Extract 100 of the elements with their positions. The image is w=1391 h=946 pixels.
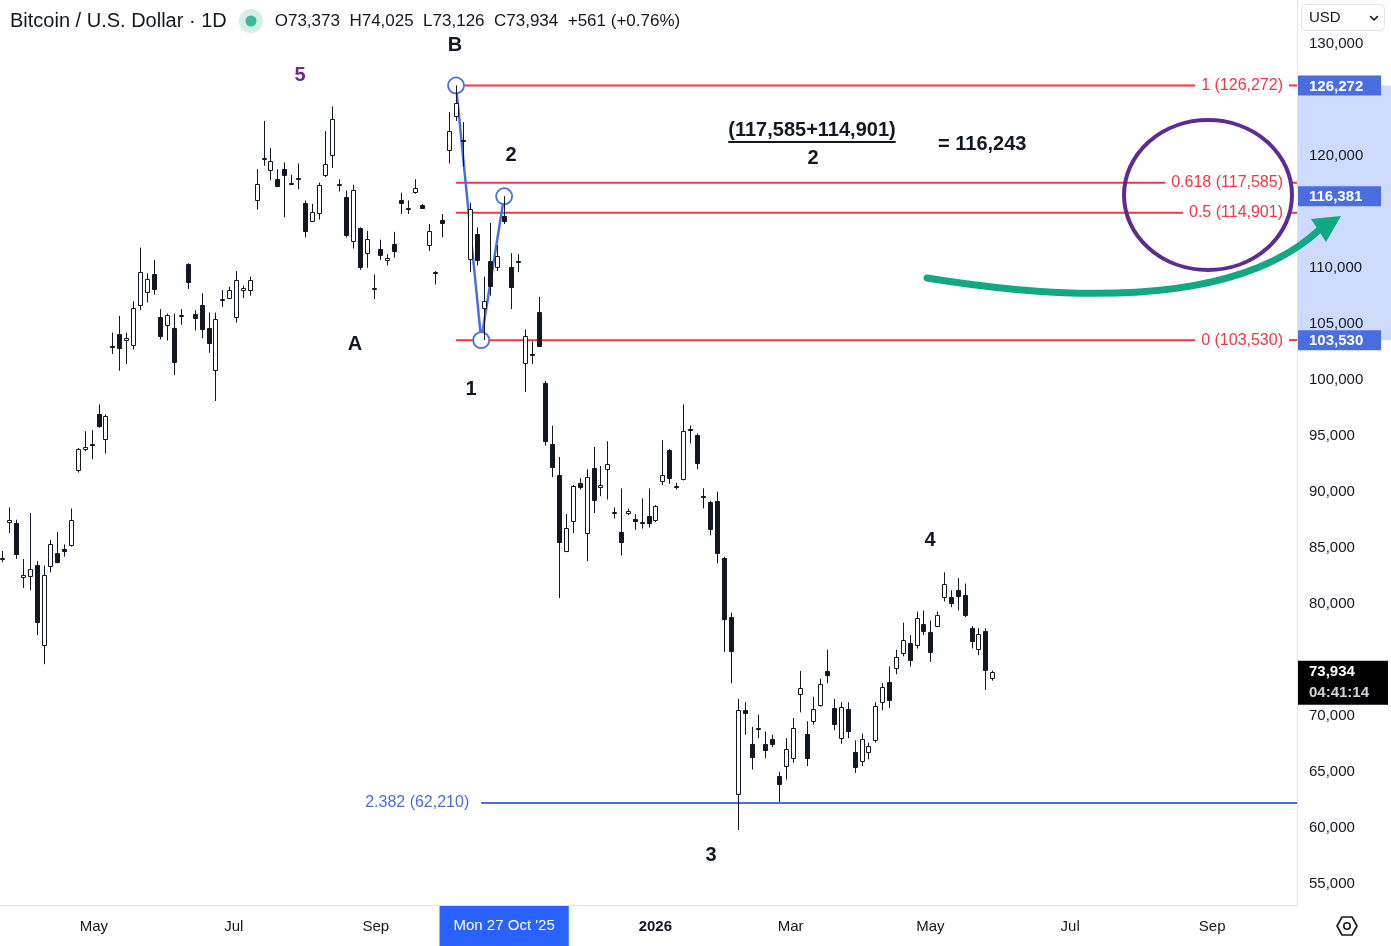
candlestick (0, 550, 5, 563)
candlestick (791, 717, 796, 764)
candlestick (537, 296, 542, 347)
candlestick (660, 439, 665, 486)
ref-line-label: 2.382 (62,210) (365, 793, 470, 811)
candlestick (7, 506, 12, 534)
candlestick (372, 273, 377, 300)
candlestick (117, 315, 122, 372)
y-tick-label: 60,000 (1309, 817, 1355, 835)
candlestick (832, 698, 837, 731)
x-tick-label: Jul (1060, 917, 1080, 935)
candlestick (805, 720, 810, 767)
candlestick (873, 701, 878, 744)
candlestick (557, 456, 562, 599)
y-tick-label: 110,000 (1309, 257, 1363, 275)
candlestick (770, 734, 775, 748)
candlestick (956, 577, 961, 611)
annotation: 2 (807, 145, 819, 168)
candlestick (839, 701, 844, 745)
candlestick (289, 174, 294, 186)
text: 103,530 (1309, 331, 1364, 349)
candlestick (894, 649, 899, 675)
x-tick-label: Mar (777, 917, 804, 935)
candlestick (282, 161, 287, 218)
candlestick (509, 252, 514, 310)
candlestick (640, 497, 645, 530)
candlestick (179, 308, 184, 326)
candlestick (901, 622, 906, 657)
candlestick (200, 292, 205, 339)
candlestick (248, 276, 253, 297)
candlestick (523, 328, 528, 393)
candlestick (626, 508, 631, 516)
candlestick (763, 730, 768, 759)
candlestick (578, 477, 583, 490)
candlestick (193, 309, 198, 331)
candlestick (853, 739, 858, 774)
candlestick (880, 682, 885, 711)
candlestick (695, 432, 700, 470)
candlestick (275, 168, 280, 187)
candlestick (317, 182, 322, 221)
candlestick (798, 670, 803, 713)
candlestick (172, 313, 177, 376)
candlestick (433, 270, 438, 285)
candlestick (392, 231, 397, 259)
annotation: 5 (294, 62, 306, 85)
y-tick-label: 85,000 (1309, 537, 1355, 555)
candlestick (928, 620, 933, 663)
candlestick (296, 163, 301, 190)
candlestick (502, 195, 507, 225)
candlestick (942, 571, 947, 602)
candlestick (612, 506, 617, 520)
candlestick (708, 500, 713, 536)
annotation: = 116,243 (938, 131, 1027, 154)
candlestick (406, 199, 411, 215)
candlestick (255, 168, 260, 210)
candlestick (722, 556, 727, 653)
candlestick (268, 147, 273, 181)
candlestick (701, 487, 706, 509)
candlestick (681, 403, 686, 481)
candlestick (461, 121, 466, 168)
candlestick (35, 560, 40, 636)
text: 04:41:14 (1309, 682, 1370, 700)
x-tick-label: Sep (1198, 917, 1226, 935)
candlestick (990, 670, 995, 682)
point (495, 187, 514, 206)
candlestick (323, 130, 328, 178)
candlestick (365, 230, 370, 269)
candlestick (165, 313, 170, 341)
candlestick (262, 120, 267, 167)
candlestick (585, 468, 590, 562)
candlestick (220, 289, 225, 308)
candlestick (14, 519, 19, 560)
annotation: 1 (465, 376, 477, 399)
candlestick (887, 665, 892, 709)
candlestick (949, 589, 954, 608)
text: 126,272 (1309, 76, 1364, 94)
x-tick-label: May (916, 917, 946, 935)
y-tick-label: 70,000 (1309, 705, 1355, 723)
candlestick (90, 429, 95, 460)
y-tick-label: 105,000 (1309, 313, 1364, 331)
candlestick (310, 203, 315, 223)
x-tick-label: Jul (224, 917, 244, 935)
candlestick (152, 259, 157, 296)
candlestick (330, 105, 335, 169)
candlestick (811, 696, 816, 726)
candlestick (385, 253, 390, 266)
y-tick-label: 90,000 (1309, 481, 1355, 499)
candlestick (543, 380, 548, 447)
y-tick-label: 65,000 (1309, 761, 1355, 779)
candlestick (358, 226, 363, 271)
candlestick (846, 701, 851, 739)
candlestick (688, 425, 693, 445)
candlestick (750, 726, 755, 770)
candlestick (131, 300, 136, 350)
candlestick (825, 649, 830, 684)
candlestick (28, 512, 33, 591)
candlestick (908, 634, 913, 667)
candlestick (55, 531, 60, 564)
candlestick (420, 203, 425, 209)
candlestick (76, 447, 81, 474)
